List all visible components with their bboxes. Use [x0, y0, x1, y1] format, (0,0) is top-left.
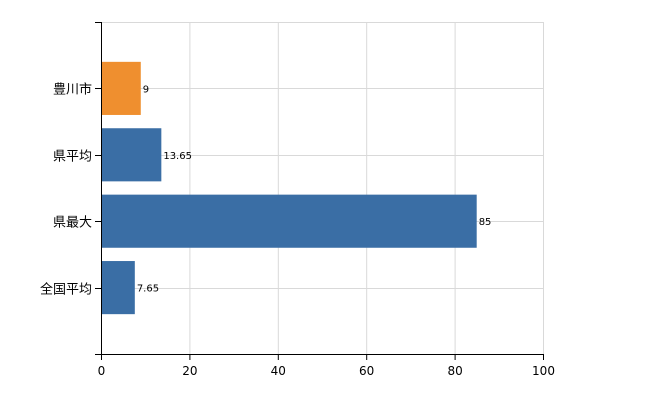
data-label: 9	[143, 84, 149, 95]
data-label: 13.65	[163, 151, 192, 162]
grid-lines	[101, 22, 544, 354]
category-label: 豊川市	[53, 82, 92, 98]
bar	[101, 194, 477, 248]
x-tick-label: 60	[359, 364, 374, 378]
bar	[101, 61, 141, 115]
axes	[95, 22, 544, 360]
x-tick-label: 40	[271, 364, 286, 378]
category-label: 県最大	[53, 216, 92, 231]
x-tick-label: 100	[532, 364, 555, 378]
data-label: 85	[479, 217, 492, 228]
x-tick-label: 20	[182, 364, 197, 378]
bars	[101, 61, 477, 315]
bar	[101, 261, 135, 315]
x-tick-label: 0	[98, 364, 106, 378]
category-label: 県平均	[53, 150, 92, 165]
category-label: 全国平均	[40, 282, 92, 298]
bar	[101, 128, 162, 182]
data-label: 7.65	[137, 284, 159, 295]
x-tick-label: 80	[447, 364, 462, 378]
